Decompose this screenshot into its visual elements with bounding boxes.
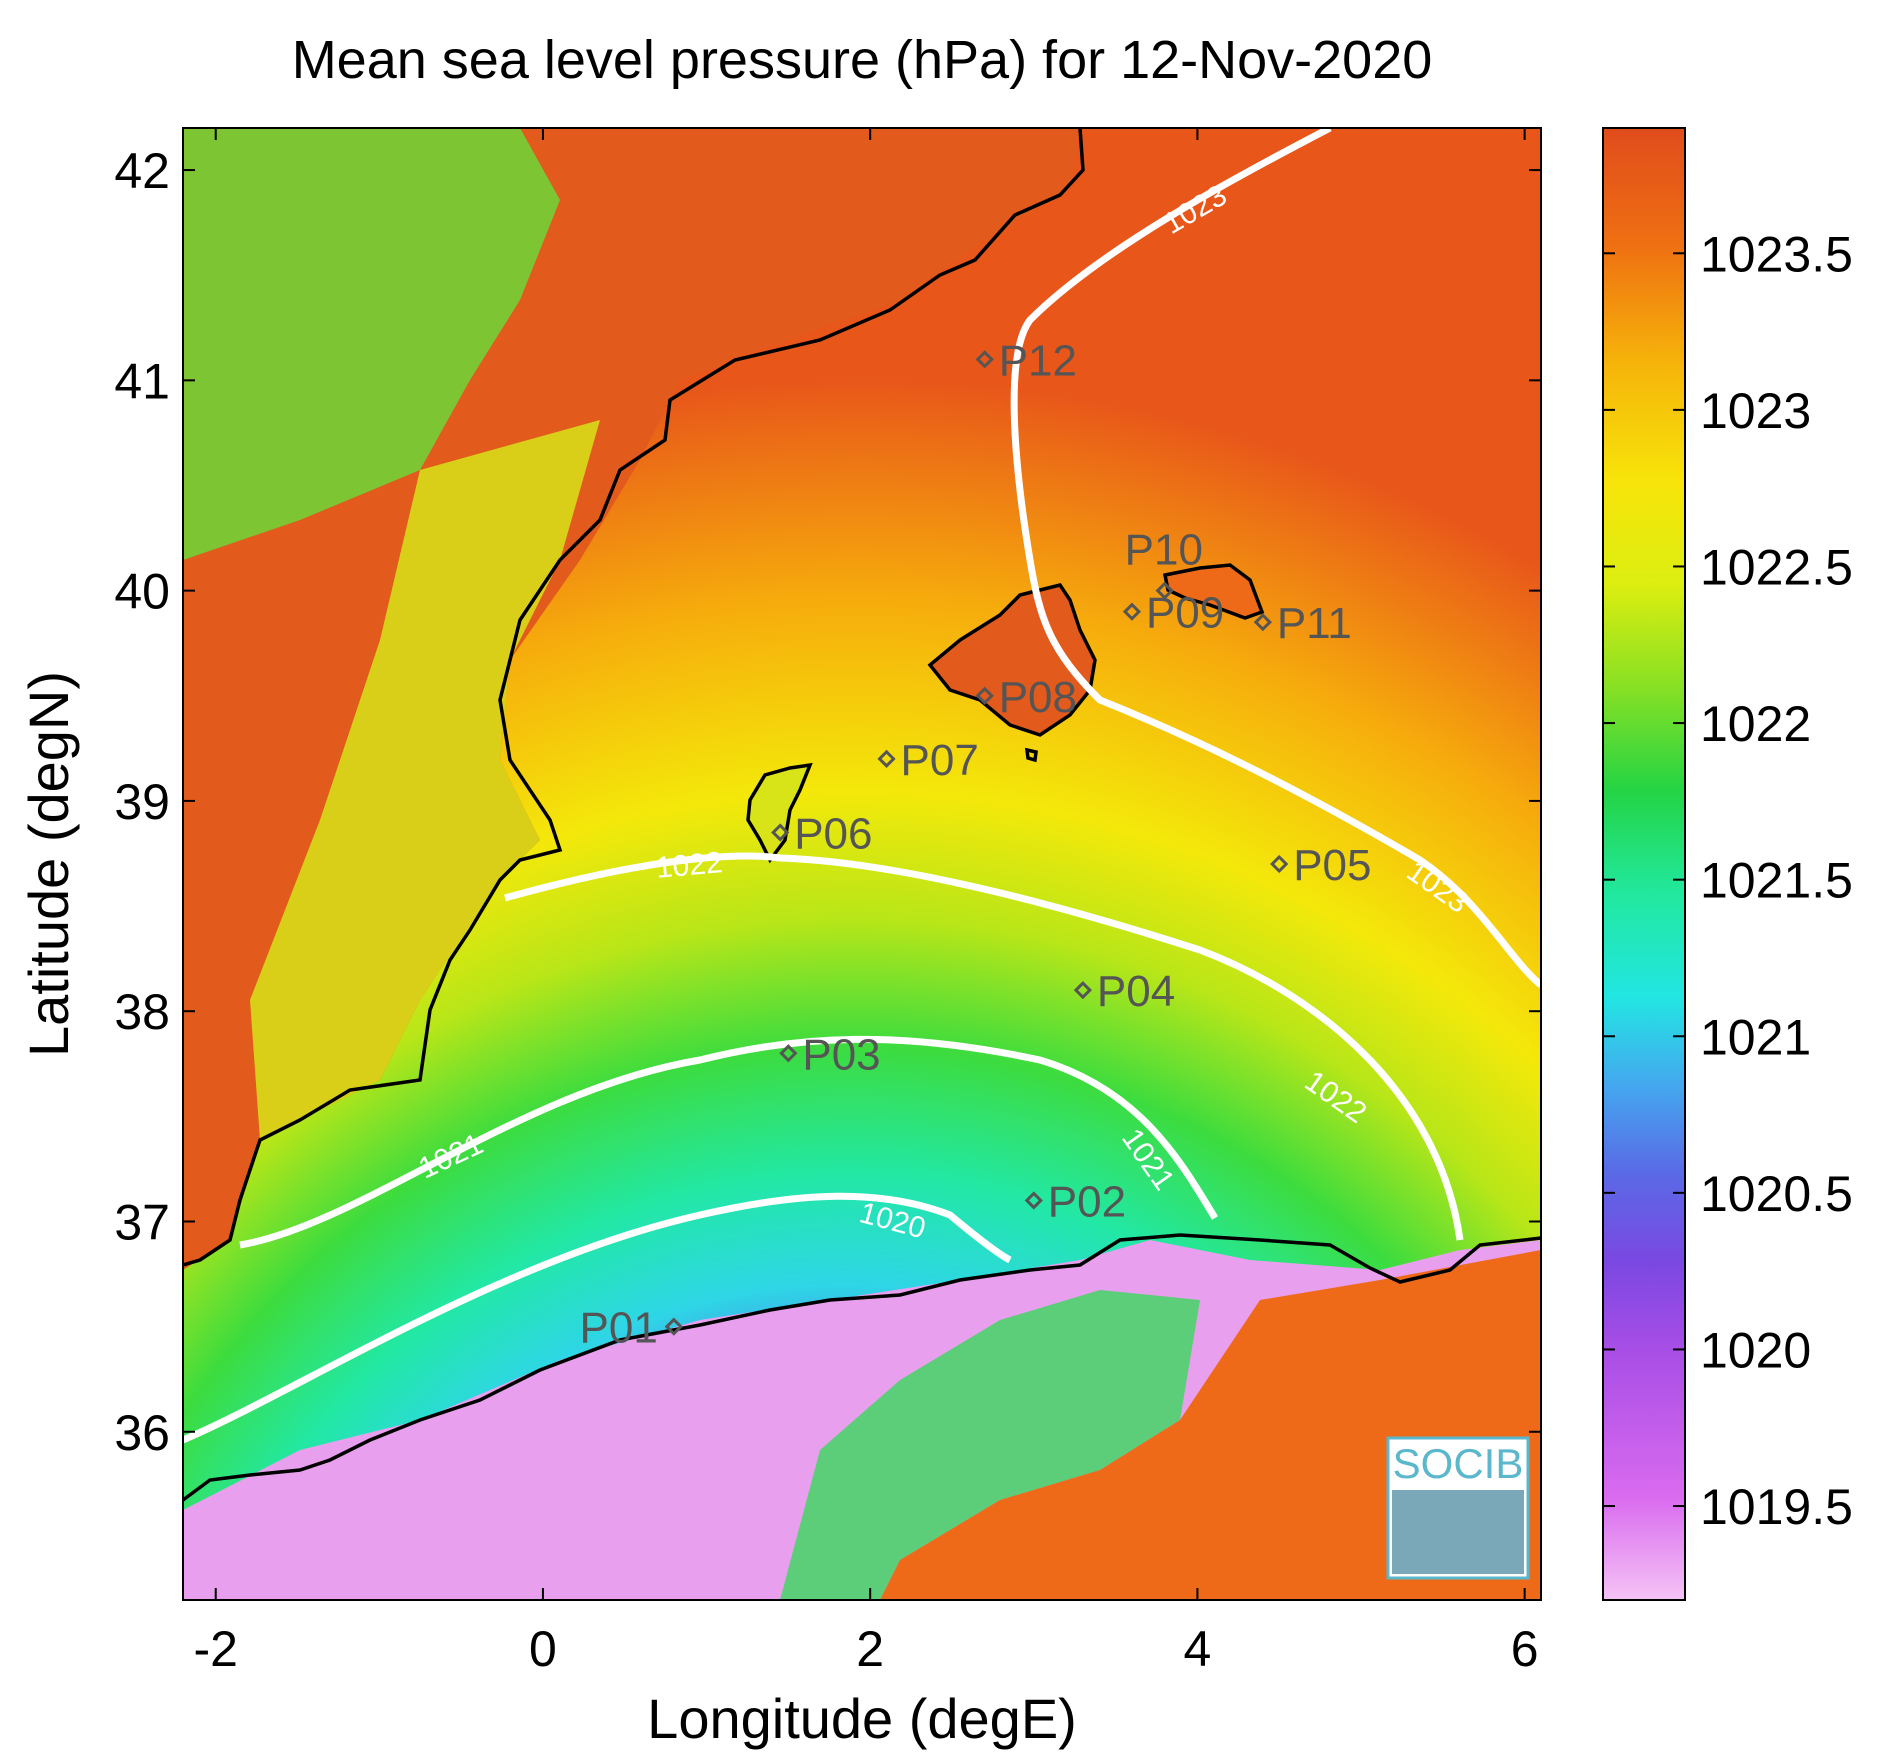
y-tick-label: 36 <box>114 1405 170 1461</box>
station-marker <box>779 1044 798 1063</box>
land-africa-east <box>880 1250 1541 1600</box>
colorbar-tick-label: 1023 <box>1700 383 1811 439</box>
y-tick-label: 38 <box>114 984 170 1040</box>
station-marker <box>1073 981 1093 1000</box>
x-tick-label: -2 <box>193 1621 237 1677</box>
island-cabrera <box>1024 747 1038 763</box>
station-marker <box>771 823 790 842</box>
y-axis-label: Latitude (degN) <box>17 671 80 1057</box>
x-tick-label: 0 <box>529 1621 557 1677</box>
isobars <box>183 128 1541 1444</box>
colorbar-tick-label: 1022.5 <box>1700 539 1853 595</box>
coastline-iberia <box>183 128 1085 1267</box>
island-menorca <box>1162 563 1265 620</box>
colorbar-tick-label: 1019.5 <box>1700 1479 1853 1535</box>
land-iberia-yellow <box>250 420 600 1140</box>
x-tick-label: 6 <box>1511 1621 1539 1677</box>
station-marker <box>877 749 896 768</box>
colorbar-tick-label: 1022 <box>1700 696 1811 752</box>
colorbar-tick-label: 1021.5 <box>1700 853 1853 909</box>
station-label: P06 <box>794 809 872 858</box>
x-axis-label: Longitude (degE) <box>647 1687 1077 1750</box>
y-tick-label: 37 <box>114 1194 170 1250</box>
isobar-1023 <box>1010 128 1541 988</box>
socib-logo: SOCIB <box>1386 1436 1530 1580</box>
coastline-africa <box>183 1233 1541 1502</box>
station-label: P12 <box>999 336 1077 385</box>
colorbar-tick-label: 1020.5 <box>1700 1166 1853 1222</box>
contour-label: 1022 <box>654 846 723 885</box>
colorbar-tick-label: 1020 <box>1700 1322 1811 1378</box>
island-ibiza <box>746 762 813 864</box>
station-label: P10 <box>1125 526 1203 575</box>
map-area: 1020 1021 1021 1022 1022 1022 1023 1023 … <box>183 128 1541 1600</box>
colorbar-ticks: 1019.5 1020 1020.5 1021 1021.5 1022 1022.5 1023… <box>1603 226 1853 1535</box>
station-label: P01 <box>580 1304 658 1353</box>
y-tick-label: 41 <box>114 353 170 409</box>
land-africa-colors <box>780 1290 1200 1600</box>
colorbar <box>1602 127 1686 1601</box>
station-marker <box>975 686 994 705</box>
chart-title: Mean sea level pressure (hPa) for 12-Nov… <box>292 30 1433 90</box>
logo-text: SOCIB <box>1393 1440 1524 1487</box>
x-axis-ticks: -2 0 2 4 6 <box>193 128 1539 1677</box>
isobar-1021 <box>239 1035 1218 1249</box>
station-label: P05 <box>1293 841 1371 890</box>
x-tick-label: 2 <box>856 1621 884 1677</box>
station-marker <box>975 350 994 369</box>
station-marker <box>1270 854 1289 874</box>
stations: P01 P02 P03 P04 P05 P06 P07 P08 P09 P10 P11 P12 <box>580 336 1372 1352</box>
station-marker <box>664 1317 683 1336</box>
map-frame <box>182 127 1542 1601</box>
colorbar-tick-label: 1023.5 <box>1700 226 1853 282</box>
station-label: P07 <box>901 736 979 785</box>
x-tick-label: 4 <box>1184 1621 1212 1677</box>
station-marker <box>1155 581 1174 600</box>
land-iberia-green <box>183 128 560 560</box>
island-mallorca <box>927 583 1097 737</box>
station-label: P02 <box>1048 1177 1126 1226</box>
station-label: P08 <box>999 673 1077 722</box>
station-label: P09 <box>1146 589 1224 638</box>
y-axis-ticks: 36 37 38 39 40 41 42 <box>114 143 1541 1461</box>
station-marker <box>1122 602 1142 621</box>
colorbar-tick-label: 1021 <box>1700 1009 1811 1065</box>
station-label: P11 <box>1277 599 1352 648</box>
station-label: P04 <box>1097 967 1175 1016</box>
y-tick-label: 40 <box>114 564 170 620</box>
y-tick-label: 39 <box>114 774 170 830</box>
station-label: P03 <box>802 1030 880 1079</box>
y-tick-label: 42 <box>114 143 170 199</box>
station-marker <box>1024 1191 1043 1210</box>
station-marker <box>1253 613 1272 632</box>
isobar-1022 <box>504 852 1464 1241</box>
isobar-1020 <box>183 1192 1012 1444</box>
